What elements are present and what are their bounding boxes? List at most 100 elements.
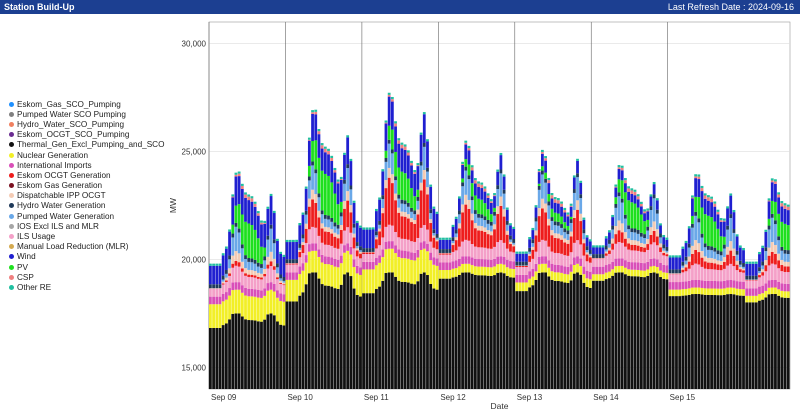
bar-segment [352,237,356,249]
bar-segment [496,169,500,172]
bar-segment [767,201,771,219]
bar-segment [556,272,560,282]
bar-segment [748,288,752,296]
bar-segment [422,142,426,147]
bar-segment [301,238,305,243]
legend-item[interactable]: International Imports [9,160,179,170]
bar-segment [282,301,286,326]
bar-segment [585,270,589,279]
legend-item[interactable]: CSP [9,272,179,282]
bar-segment [390,174,394,184]
bar-segment [745,261,749,264]
bar-segment [544,182,547,204]
legend-marker [9,152,14,158]
bar-segment [512,226,516,229]
bar-segment [553,237,557,253]
legend-item[interactable]: Eskom_Gas_SCO_Pumping [9,99,179,109]
bar-segment [531,227,535,231]
legend-item[interactable]: Other RE [9,282,179,292]
bar-segment [553,272,557,281]
bar-segment [445,239,449,250]
bar-segment [537,208,541,217]
bar-segment [614,226,618,235]
legend-item[interactable]: Manual Load Reduction (MLR) [9,242,179,252]
bar-segment [505,207,509,210]
bar-segment [295,279,298,302]
bar-segment [786,291,790,298]
bar-segment [314,202,318,228]
bar-segment [553,280,557,389]
bar-segment [368,261,372,270]
legend-item[interactable]: Wind [9,252,179,262]
bar-segment [260,273,263,278]
legend-marker [9,284,14,290]
bar-segment [410,252,413,260]
legend-item[interactable]: IOS Excl ILS and MLR [9,221,179,231]
bar-segment [352,223,356,228]
bar-segment [343,230,346,246]
bar-segment [336,259,340,268]
bar-segment [726,206,729,209]
bar-segment [598,266,602,275]
bar-segment [256,272,260,277]
bar-segment [477,213,480,218]
bar-segment [774,220,777,225]
bar-segment [343,183,346,201]
legend-item[interactable]: Eskom OCGT Generation [9,170,179,180]
bar-segment [365,229,369,249]
legend-item[interactable]: Dispatchable IPP OCGT [9,191,179,201]
legend-item[interactable]: Eskom_OCGT_SCO_Pumping [9,130,179,140]
legend-item[interactable]: Pumped Water Generation [9,211,179,221]
legend-item[interactable]: Hydro_Water_SCO_Pumping [9,119,179,129]
bar-segment [700,233,704,238]
bar-segment [339,179,343,180]
bar-segment [435,265,439,290]
bar-segment [694,294,698,389]
bar-segment [234,260,238,266]
bar-segment [371,261,375,270]
bar-segment [560,265,563,273]
bar-segment [550,198,554,209]
bar-segment [726,208,729,226]
bar-segment [483,259,487,267]
bar-segment [301,242,305,246]
bar-segment [355,273,359,295]
bar-segment [231,194,235,197]
bar-segment [470,213,474,221]
bar-segment [311,113,314,142]
bar-segment [467,175,471,180]
legend-item[interactable]: Thermal_Gen_Excl_Pumping_and_SCO [9,140,179,150]
bar-segment [496,264,500,273]
bar-segment [221,255,225,276]
bar-segment [384,120,388,123]
bar-segment [544,156,547,159]
bar-segment [413,170,417,173]
bar-segment [320,214,324,224]
bar-segment [458,198,461,211]
bar-segment [509,244,512,252]
bar-segment [499,155,503,170]
bar-segment [269,251,273,262]
legend-item[interactable]: ILS Usage [9,231,179,241]
bar-segment [343,208,346,231]
bar-segment [560,227,563,236]
bar-segment [292,263,295,265]
legend-item[interactable]: Nuclear Generation [9,150,179,160]
bar-segment [665,265,669,273]
bar-segment [694,249,698,264]
legend-item[interactable]: PV [9,262,179,272]
bar-segment [572,210,576,218]
bar-segment [665,252,669,255]
legend-item[interactable]: Hydro Water Generation [9,201,179,211]
bar-segment [751,275,755,280]
bar-segment [442,253,445,255]
legend-item[interactable]: Pumped Water SCO Pumping [9,109,179,119]
bar-segment [646,210,650,212]
bar-segment [311,110,314,113]
bar-segment [355,248,359,251]
bar-segment [429,260,433,284]
legend-item[interactable]: Eskom Gas Generation [9,181,179,191]
bar-segment [307,137,311,140]
bar-segment [582,274,586,283]
bar-segment [758,267,761,272]
